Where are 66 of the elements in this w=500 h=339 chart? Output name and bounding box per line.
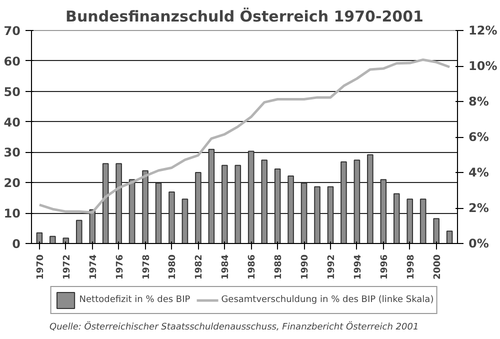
x-tick-label: 1984 — [221, 254, 232, 280]
bar — [446, 230, 453, 244]
x-tick-label: 1994 — [353, 254, 364, 280]
y-tick-label: 40 — [4, 115, 21, 130]
bar — [327, 186, 334, 244]
y-tick-label: 70 — [4, 24, 21, 38]
bar — [248, 150, 254, 244]
x-tick-label: 1998 — [406, 254, 416, 280]
x-tick-label: 1978 — [142, 254, 152, 280]
x-tick-label: 2000 — [432, 254, 443, 280]
chart-title: Bundesfinanzschuld Österreich 1970-2001 — [66, 8, 424, 26]
bar — [300, 182, 308, 244]
source-note: Quelle: Österreichischer Staatsschuldenausschuss, Finanzbericht Österreich 2001 — [50, 320, 419, 332]
bar — [50, 236, 56, 244]
x-tick-label: 1974 — [88, 254, 99, 280]
y-tick-label: 30 — [4, 146, 21, 160]
bar — [116, 163, 122, 244]
line-series — [38, 58, 451, 214]
y-tick-label: 10 — [4, 206, 21, 221]
x-tick-label: 1986 — [248, 254, 258, 280]
x-tick-label: 1988 — [274, 254, 284, 280]
y-tick-label: 0 — [12, 237, 21, 251]
y2-tick-label: 8% — [468, 94, 489, 108]
bar — [195, 172, 202, 244]
x-tick-label: 1996 — [380, 254, 390, 280]
bar — [261, 160, 268, 244]
bar — [367, 154, 374, 244]
bar — [155, 182, 162, 244]
y2-tick-label: 10% — [468, 59, 498, 73]
legend-label: Gesamtverschuldung in % des BIP (linke Skala) — [221, 295, 434, 305]
y2-tick-label: 0% — [468, 236, 489, 250]
y2-tick-label: 6% — [468, 130, 489, 144]
bar — [128, 179, 136, 244]
x-tick-label: 1976 — [115, 254, 126, 280]
y2-tick-label: 4% — [468, 166, 489, 180]
bar — [102, 163, 109, 244]
bar — [274, 168, 281, 244]
bar — [433, 218, 440, 244]
x-tick-label: 1980 — [168, 254, 178, 280]
x-tick-label: 1990 — [300, 254, 311, 280]
x-tick-label: 1992 — [326, 254, 337, 280]
x-tick-label: 1970 — [36, 254, 46, 280]
bar — [406, 198, 414, 244]
y2-tick-label: 12% — [468, 24, 498, 38]
y-tick-label: 60 — [4, 54, 21, 68]
bar — [234, 164, 242, 244]
y-tick-label: 20 — [4, 176, 21, 190]
bar — [182, 198, 188, 244]
bar — [340, 161, 347, 244]
y-tick-label: 50 — [4, 84, 21, 99]
bar — [380, 179, 387, 244]
legend-label: Nettodefizit in % des BIP — [79, 295, 190, 305]
bar — [420, 198, 426, 244]
bar — [142, 170, 148, 244]
bar — [354, 160, 360, 244]
bar — [89, 209, 96, 244]
bar — [208, 148, 215, 244]
x-tick-label: 1972 — [62, 254, 72, 280]
bar — [168, 192, 175, 244]
x-tick-label: 1982 — [194, 254, 205, 280]
y2-tick-label: 2% — [468, 201, 489, 215]
bar — [393, 193, 400, 244]
bar — [76, 220, 82, 244]
bar — [222, 164, 228, 244]
bar — [314, 186, 320, 244]
bar — [288, 176, 294, 244]
